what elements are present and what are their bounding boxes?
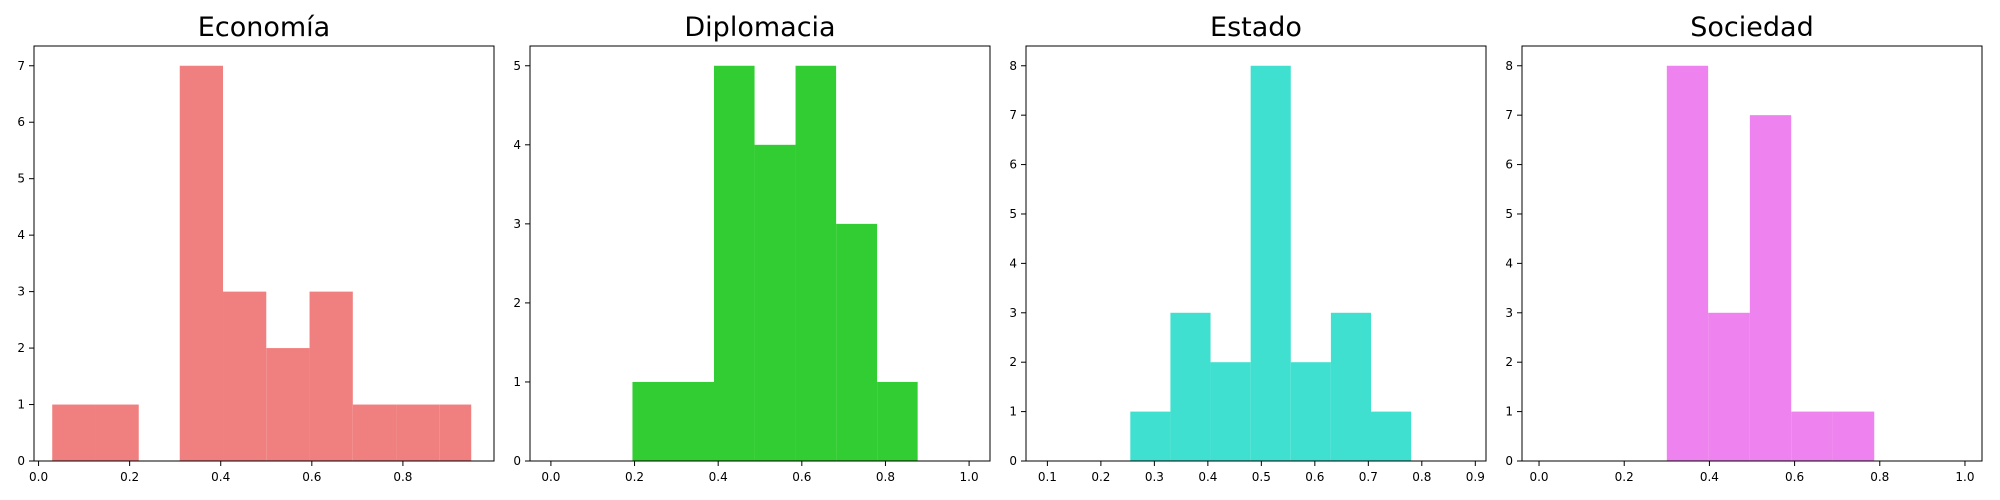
histogram-bar xyxy=(95,404,139,461)
y-tick-label: 3 xyxy=(1505,306,1513,320)
histogram-bar xyxy=(877,381,918,461)
x-tick-label: 0.1 xyxy=(1038,470,1057,484)
histogram-bar xyxy=(1170,312,1211,461)
x-tick-label: 0.4 xyxy=(709,470,728,484)
histogram-bar xyxy=(1130,411,1171,461)
histogram-bar xyxy=(309,291,353,461)
y-tick-label: 3 xyxy=(1009,306,1017,320)
y-tick-label: 2 xyxy=(1505,355,1513,369)
panel-2: 0.1 0.2 0.3 0.4 0.5 0.6 0.7 0.8 0.9 0 1 2 3 4 5 6 7 8 Esta… xyxy=(1009,12,1487,484)
x-tick-label: 0.8 xyxy=(876,470,895,484)
panel-title: Economía xyxy=(198,12,330,43)
axes-frame xyxy=(529,45,991,462)
axes-frame xyxy=(1025,45,1487,462)
panel-title: Estado xyxy=(1210,12,1302,43)
y-tick-label: 1 xyxy=(513,375,521,389)
histogram-bar xyxy=(1210,362,1251,461)
histogram-bar xyxy=(1791,411,1833,461)
x-tick-label: 0.6 xyxy=(792,470,811,484)
x-tick-label: 0.0 xyxy=(29,470,48,484)
y-tick-label: 4 xyxy=(1009,256,1017,270)
histogram-bar xyxy=(1832,411,1875,461)
x-tick-label: 0.2 xyxy=(625,470,644,484)
x-tick-label: 0.2 xyxy=(1615,470,1634,484)
x-tick-label: 0.6 xyxy=(1305,470,1324,484)
panel-0: 0.0 0.2 0.4 0.6 0.8 0 1 2 3 4 5 6 7 Economía xyxy=(17,12,495,484)
histogram-bar xyxy=(1666,65,1709,461)
x-tick-label: 0.4 xyxy=(1198,470,1217,484)
panel-3: 0.0 0.2 0.4 0.6 0.8 1.0 0 1 2 3 4 5 6 7 8 Sociedad xyxy=(1505,12,1983,484)
histogram-bar xyxy=(1749,115,1792,462)
axes-frame xyxy=(1521,45,1983,462)
x-tick-label: 0.4 xyxy=(211,470,230,484)
panel-title: Sociedad xyxy=(1690,12,1813,43)
histogram-bar xyxy=(1371,411,1412,461)
y-tick-label: 4 xyxy=(17,228,25,242)
y-tick-label: 0 xyxy=(17,454,25,468)
x-tick-label: 0.0 xyxy=(1529,470,1548,484)
y-tick-label: 0 xyxy=(1505,454,1513,468)
panel-1: 0.0 0.2 0.4 0.6 0.8 1.0 0 1 2 3 4 5 Diplomacia xyxy=(513,12,991,484)
y-tick-label: 8 xyxy=(1505,59,1513,73)
y-tick-label: 0 xyxy=(513,454,521,468)
y-tick-label: 2 xyxy=(513,296,521,310)
x-tick-label: 0.6 xyxy=(302,470,321,484)
y-tick-label: 5 xyxy=(513,59,521,73)
y-tick-label: 4 xyxy=(1505,256,1513,270)
y-tick-label: 2 xyxy=(1009,355,1017,369)
y-tick-label: 5 xyxy=(1505,207,1513,221)
histogram-bar xyxy=(836,223,878,461)
y-tick-label: 7 xyxy=(1505,108,1513,122)
histogram-bar xyxy=(52,404,96,461)
x-tick-label: 0.0 xyxy=(541,470,560,484)
histogram-bar xyxy=(1250,65,1291,461)
x-tick-label: 0.5 xyxy=(1252,470,1271,484)
histogram-bar xyxy=(179,65,224,461)
y-tick-label: 5 xyxy=(17,172,25,186)
y-tick-label: 7 xyxy=(17,59,25,73)
histogram-bar xyxy=(1330,312,1371,461)
x-tick-label: 0.7 xyxy=(1359,470,1378,484)
y-tick-label: 4 xyxy=(513,138,521,152)
y-tick-label: 0 xyxy=(1009,454,1017,468)
y-tick-label: 3 xyxy=(17,285,25,299)
y-tick-label: 5 xyxy=(1009,207,1017,221)
y-tick-label: 1 xyxy=(1505,405,1513,419)
histogram-bar xyxy=(714,65,755,461)
x-tick-label: 0.8 xyxy=(1412,470,1431,484)
x-tick-label: 0.8 xyxy=(1870,470,1889,484)
y-tick-label: 3 xyxy=(513,217,521,231)
x-tick-label: 0.2 xyxy=(120,470,139,484)
y-tick-label: 7 xyxy=(1009,108,1017,122)
x-tick-label: 0.9 xyxy=(1466,470,1485,484)
x-tick-label: 1.0 xyxy=(1955,470,1974,484)
axes-frame xyxy=(33,45,495,462)
x-tick-label: 1.0 xyxy=(960,470,979,484)
histogram-bar xyxy=(439,404,472,461)
histogram-bar xyxy=(632,381,714,461)
y-tick-label: 6 xyxy=(1505,158,1513,172)
histogram-bar xyxy=(266,348,310,461)
y-tick-label: 2 xyxy=(17,341,25,355)
histogram-bar xyxy=(352,404,397,461)
y-tick-label: 8 xyxy=(1009,59,1017,73)
y-tick-label: 1 xyxy=(1009,405,1017,419)
histogram-bar xyxy=(396,404,440,461)
histogram-bar xyxy=(1708,312,1750,461)
x-tick-label: 0.6 xyxy=(1785,470,1804,484)
histogram-bar xyxy=(754,144,796,462)
x-tick-label: 0.2 xyxy=(1091,470,1110,484)
x-tick-label: 0.4 xyxy=(1700,470,1719,484)
histogram-bar xyxy=(1290,362,1331,461)
y-tick-label: 6 xyxy=(1009,158,1017,172)
x-tick-label: 0.8 xyxy=(393,470,412,484)
y-tick-label: 1 xyxy=(17,398,25,412)
x-tick-label: 0.3 xyxy=(1145,470,1164,484)
y-tick-label: 6 xyxy=(17,115,25,129)
panel-title: Diplomacia xyxy=(684,12,835,43)
histogram-bar xyxy=(223,291,267,461)
histogram-bar xyxy=(795,65,837,461)
